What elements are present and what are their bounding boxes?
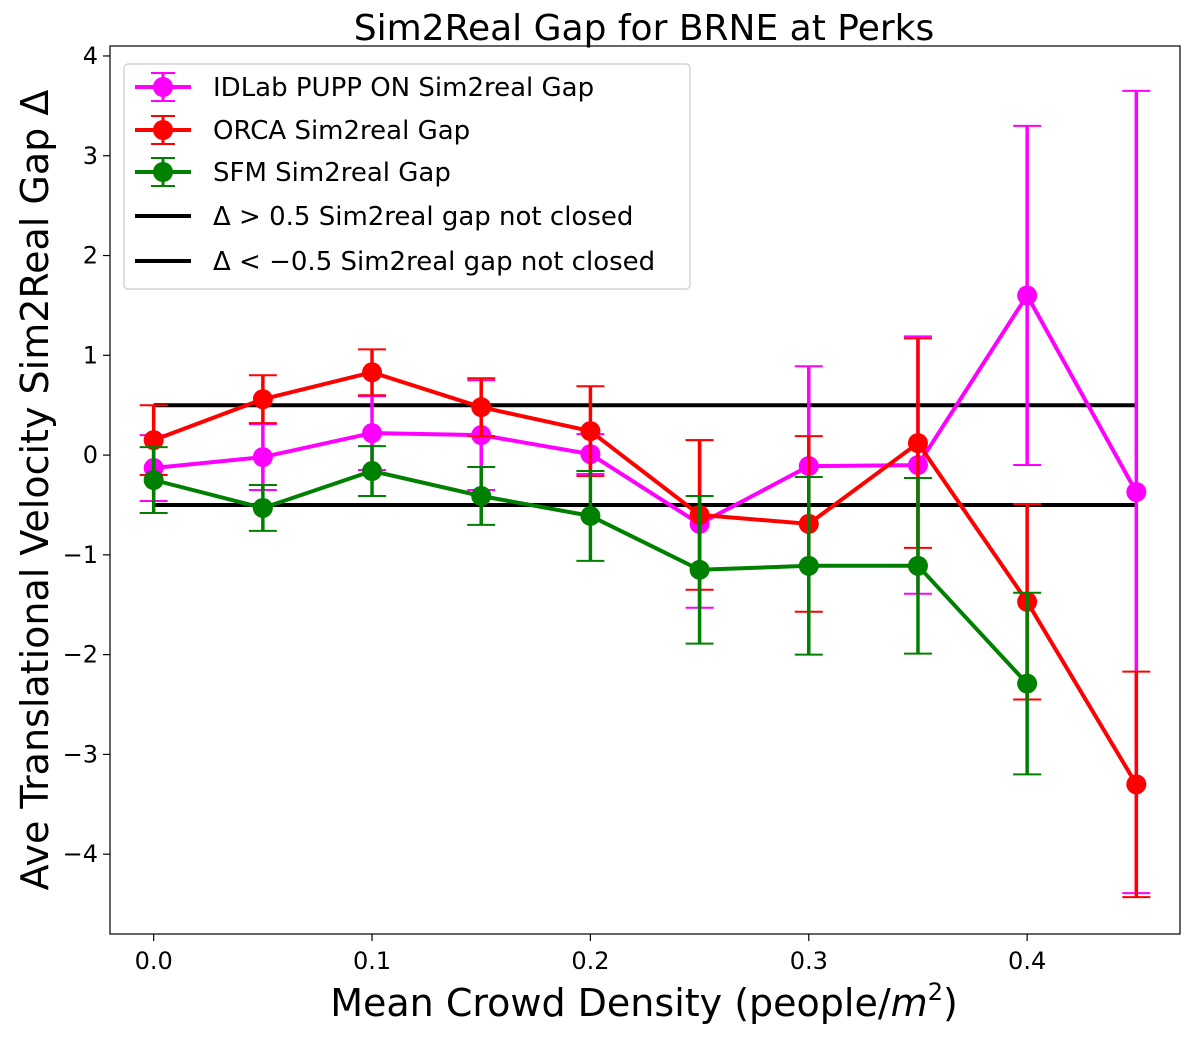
x-tick-label: 0.2 <box>571 947 609 975</box>
x-tick-label: 0.3 <box>790 947 828 975</box>
data-point <box>689 559 710 580</box>
legend-label: Δ < −0.5 Sim2real gap not closed <box>213 247 655 277</box>
data-point <box>252 447 273 468</box>
legend-marker <box>153 77 173 97</box>
data-point <box>580 505 601 526</box>
data-point <box>362 461 383 482</box>
data-point <box>471 485 492 506</box>
data-point <box>362 362 383 383</box>
legend-label: IDLab PUPP ON Sim2real Gap <box>213 73 594 103</box>
y-tick-label: 0 <box>83 441 98 469</box>
y-tick-label: −3 <box>63 740 98 768</box>
series-line <box>152 370 1139 786</box>
y-tick-label: −4 <box>63 840 98 868</box>
data-point <box>362 423 383 444</box>
legend-marker <box>153 162 173 182</box>
y-tick-label: −2 <box>63 641 98 669</box>
axes-frame <box>109 45 1181 935</box>
data-point <box>907 433 928 454</box>
x-tick-label: 0.1 <box>353 947 391 975</box>
series-1 <box>139 337 1151 899</box>
data-point <box>580 421 601 442</box>
legend-marker <box>153 120 173 140</box>
y-tick-label: 4 <box>83 42 98 70</box>
series-2 <box>139 445 1042 776</box>
data-point <box>907 555 928 576</box>
y-tick-label: 1 <box>83 341 98 369</box>
data-point <box>252 497 273 518</box>
chart-title: Sim2Real Gap for BRNE at Perks <box>354 8 935 49</box>
data-point <box>1126 481 1147 502</box>
x-tick-label: 0.4 <box>1008 947 1046 975</box>
y-tick-label: 2 <box>83 242 98 270</box>
x-tick-label: 0.0 <box>135 947 173 975</box>
data-point <box>143 470 164 491</box>
y-tick-label: −1 <box>63 541 98 569</box>
legend-label: Δ > 0.5 Sim2real gap not closed <box>213 202 633 232</box>
legend-label: ORCA Sim2real Gap <box>213 116 470 146</box>
data-point <box>143 430 164 451</box>
y-tick-label: 3 <box>83 142 98 170</box>
legend: IDLab PUPP ON Sim2real Gap ORCA Sim2real … <box>123 63 691 290</box>
data-point <box>1017 285 1038 306</box>
data-point <box>1126 774 1147 795</box>
y-axis-label: Ave Translational Velocity Sim2Real Gap … <box>13 90 57 891</box>
x-axis-label: Mean Crowd Density (people/m2) <box>330 978 958 1025</box>
data-point <box>471 397 492 418</box>
legend-box <box>123 63 691 290</box>
legend-label: SFM Sim2real Gap <box>213 158 451 188</box>
data-point <box>252 389 273 410</box>
plot-area: 0.0 0.1 0.2 0.3 0.4 4 3 2 1 0 −1 −2 −3 −4 <box>63 42 1181 975</box>
series-line <box>153 293 1139 526</box>
data-point <box>1017 673 1038 694</box>
data-point <box>798 555 819 576</box>
